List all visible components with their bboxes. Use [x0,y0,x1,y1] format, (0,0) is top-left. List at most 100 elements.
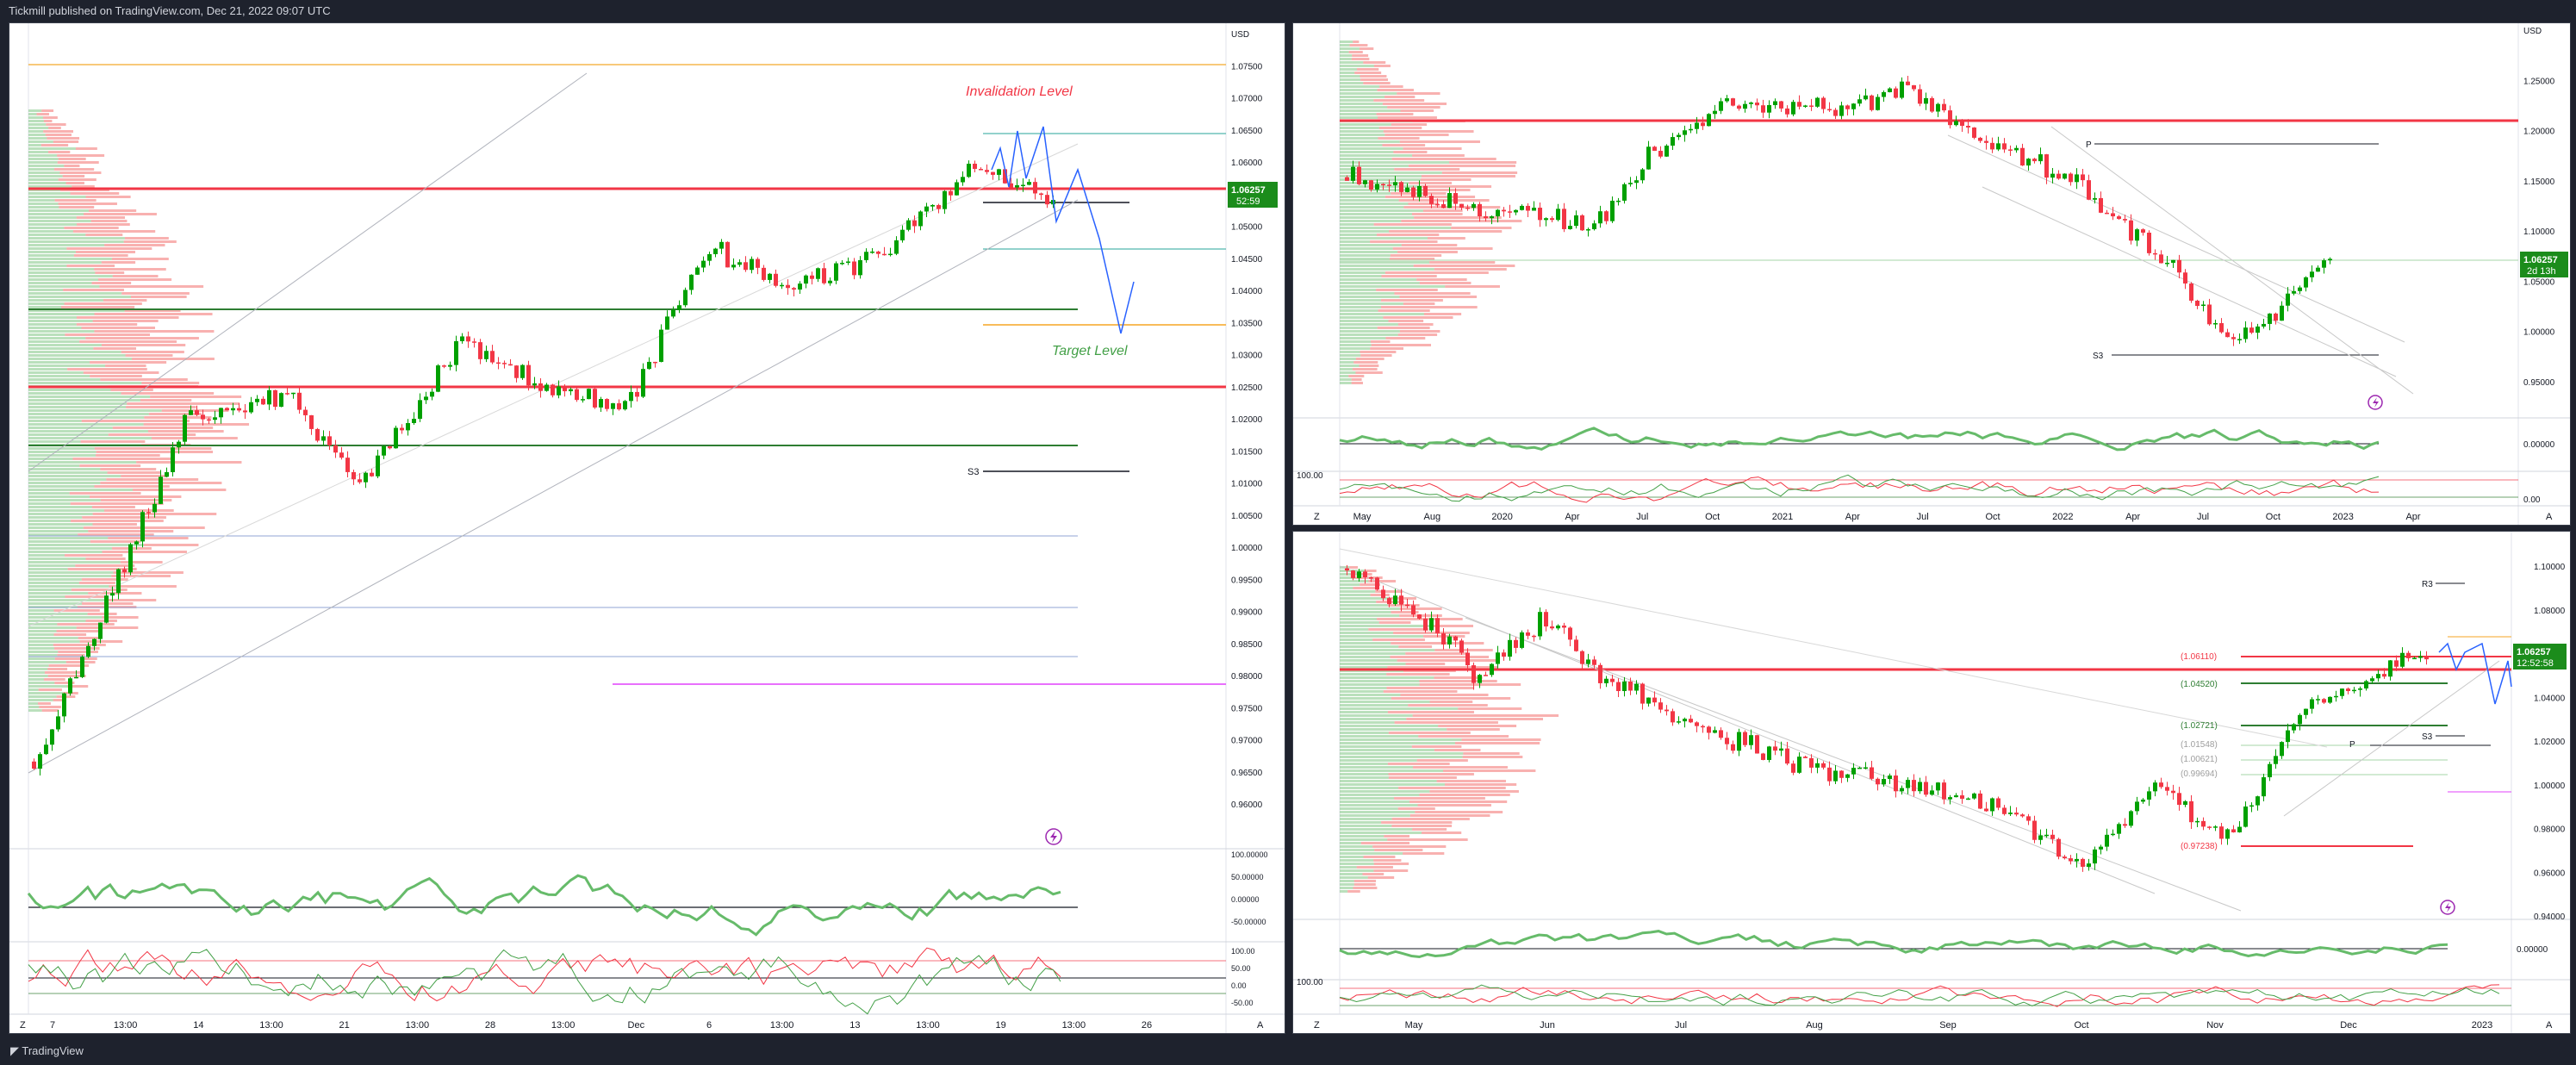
candle-body [1815,97,1820,107]
candle-body [2316,699,2320,701]
lightning-icon[interactable] [1045,828,1062,845]
candle-body [225,408,229,411]
stoch-line-k[interactable] [28,947,1061,1002]
candle-body [514,365,519,378]
projection-path[interactable] [2438,642,2512,705]
volume-bar-sell [1353,587,1378,589]
chart-panel-top-right[interactable]: P S3 USD 1.25000 1.20000 1.15000 1.10000 1.05… [1292,22,2571,526]
corner-a[interactable]: A [1257,1020,1264,1031]
tradingview-logo[interactable]: ◤ TradingView [10,1037,84,1065]
time-axis[interactable]: May Jun Jul Aug Sep Oct Nov Dec 2023 [1405,1020,2493,1031]
oscillator-line[interactable] [1339,427,2380,452]
volume-bar-sell [1383,316,1453,319]
volume-bar-buy [28,113,37,115]
volume-bar-buy [1340,351,1360,353]
price-axis[interactable]: USD1.075001.070001.065001.060001.055001.… [1231,30,1263,810]
volume-bar-sell [1411,213,1463,215]
osc1-axis-label: 0.00000 [2523,440,2555,450]
candle-body [912,220,917,227]
candle-body [424,396,428,401]
stoch-line-d[interactable] [28,949,1061,1015]
volume-bar-buy [28,509,104,512]
volume-bar-buy [28,395,151,398]
volume-bar-buy [28,261,102,264]
candle-body [267,389,271,405]
volume-bar-buy [28,299,103,302]
volume-bar-buy [1340,818,1392,820]
volume-bar-sell [1390,254,1442,257]
price-axis[interactable]: 1.100001.080001.060001.040001.020001.000… [2534,563,2566,922]
volume-bar-buy [28,499,101,501]
stoch-line-d[interactable] [1339,474,2380,502]
volume-bar-buy [28,644,53,646]
volume-bar-sell [67,568,137,570]
volume-bar-buy [1340,75,1360,78]
candle-body [2340,688,2344,696]
volume-bar-buy [1340,268,1434,271]
volume-bar-buy [1340,382,1352,384]
corner-a[interactable]: A [2546,512,2553,522]
candle-body [2171,259,2175,263]
chart-panel-bottom-right[interactable]: R3 S3 P (1.06110) (1.04520) (1.02721) (1.01… [1292,531,2571,1034]
chart-bottom-right-svg[interactable]: R3 S3 P (1.06110) (1.04520) (1.02721) (1.01… [1293,532,2571,1034]
trendline-2[interactable] [28,199,1079,774]
candle-body [1435,203,1440,206]
volume-bar-sell [1405,652,1468,655]
volume-bar-buy [28,154,58,157]
candle-body [1351,166,1355,181]
lightning-icon[interactable] [2440,900,2455,915]
candle-body [1966,126,1970,128]
candle-body [653,361,657,364]
candle-body [2117,824,2121,834]
candle-body [1851,768,1856,775]
chart-top-right-svg[interactable]: P S3 USD 1.25000 1.20000 1.15000 1.10000 1.05… [1293,23,2571,526]
projection-path[interactable] [991,126,1135,334]
volume-bar-buy [28,234,86,236]
chart-panel-left[interactable]: Invalidation Level Target Level S3 USD 1.… [9,22,1285,1034]
candle-body [1598,664,1602,683]
volume-bar-buy [28,392,121,395]
volume-bar-sell [1403,147,1462,150]
candlestick-series[interactable] [32,160,1055,776]
volume-bar-buy [28,613,88,615]
corner-a[interactable]: A [2546,1020,2553,1031]
stoch-line-k[interactable] [1339,984,2500,1007]
volume-bar-sell [1390,656,1490,658]
corner-z[interactable]: Z [20,1020,26,1031]
volume-bar-buy [28,265,67,267]
volume-bar-buy [1340,89,1378,91]
volume-bar-buy [1340,587,1353,589]
volume-bar-sell [1397,251,1458,253]
candle-body [1345,177,1349,181]
chart-left-svg[interactable]: Invalidation Level Target Level S3 USD 1.… [9,23,1285,1034]
volume-bar-buy [28,516,83,519]
candlestick-series[interactable] [1345,564,2429,872]
volume-bar-buy [28,647,54,650]
candle-body [201,414,205,420]
time-axis[interactable]: 7 13:00 14 13:00 21 13:00 28 13:00 Dec 6 13:00 13 13… [50,1020,1152,1031]
oscillator-line[interactable] [27,874,1061,937]
oscillator-line[interactable] [1339,930,2448,959]
volume-bar-buy [1340,821,1382,824]
time-axis[interactable]: May Aug 2020 Apr Jul Oct 2021 Apr Jul Oct 2022 Apr J… [1353,512,2421,522]
lightning-icon[interactable] [2368,395,2383,410]
corner-z[interactable]: Z [1314,512,1320,522]
candle-body [2310,699,2314,709]
price-axis-label: 1.20000 [2523,128,2555,137]
volume-bar-sell [94,485,170,488]
candle-body [1827,109,1832,111]
volume-bar-sell [59,171,102,174]
corner-z[interactable]: Z [1314,1020,1320,1031]
candle-body [1695,722,1699,726]
fib-labels: (1.06110) (1.04520) (1.02721) (1.01548) (1.0… [2181,652,2218,851]
trendline[interactable] [28,72,588,472]
volume-bar-buy [1340,127,1379,129]
volume-bar-sell [1397,659,1497,662]
stoch-line-k[interactable] [1339,476,2380,503]
candle-body [364,472,368,483]
price-axis[interactable]: USD 1.25000 1.20000 1.15000 1.10000 1.05000 1.… [2523,27,2555,388]
volume-bar-buy [28,640,80,643]
stoch-line-d[interactable] [1339,984,2500,1007]
candle-body [1791,763,1795,773]
candlestick-series[interactable] [1345,75,2332,346]
